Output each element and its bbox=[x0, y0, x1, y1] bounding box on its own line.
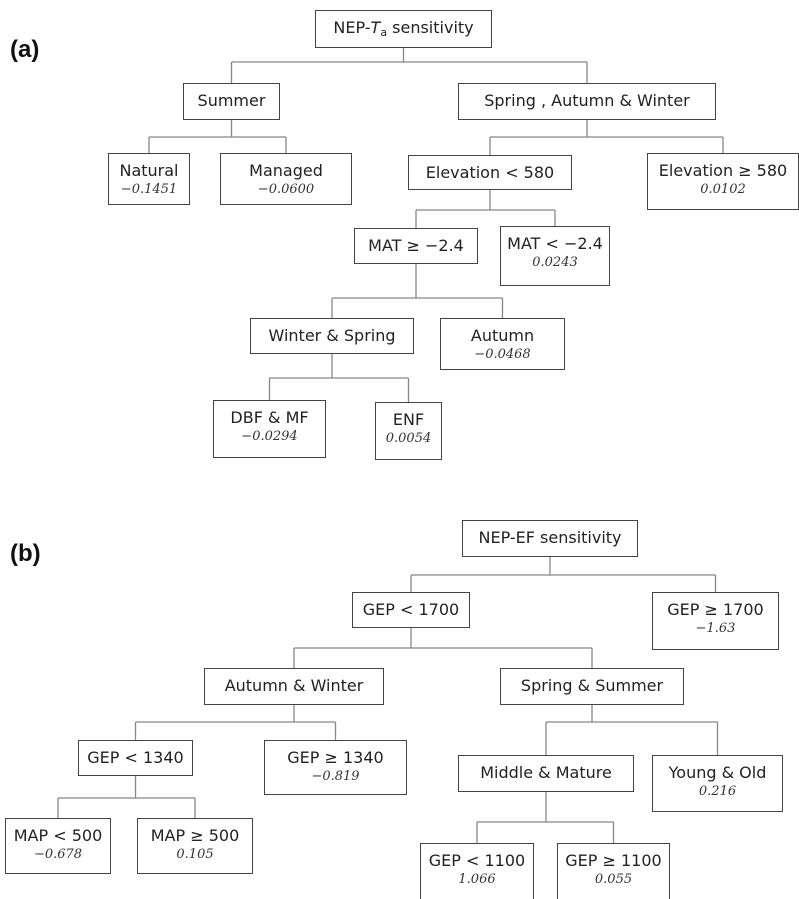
node-label: GEP < 1100 bbox=[428, 851, 526, 870]
node-label: Natural bbox=[119, 161, 179, 180]
tree-node: Autumn & Winter bbox=[204, 668, 384, 705]
label-part: a bbox=[380, 26, 388, 39]
tree-node: Spring , Autumn & Winter bbox=[458, 83, 716, 120]
tree-node: GEP < 1100 1.066 bbox=[420, 843, 534, 899]
node-label: GEP < 1340 bbox=[87, 748, 184, 767]
node-label: DBF & MF bbox=[230, 408, 309, 427]
node-value: 0.216 bbox=[698, 784, 737, 799]
node-label: GEP ≥ 1340 bbox=[287, 748, 384, 767]
tree-node: MAP < 500 −0.678 bbox=[5, 818, 111, 874]
node-label: Autumn bbox=[470, 326, 535, 345]
node-label: MAT < −2.4 bbox=[507, 234, 603, 253]
tree-node: ENF 0.0054 bbox=[375, 402, 442, 460]
node-label: GEP ≥ 1100 bbox=[565, 851, 662, 870]
node-value: −0.0468 bbox=[474, 347, 531, 362]
node-value: 0.0054 bbox=[385, 431, 432, 446]
tree-node: Middle & Mature bbox=[458, 755, 634, 792]
tree-node: GEP < 1340 bbox=[78, 740, 193, 776]
label-part: sensitivity bbox=[387, 18, 474, 37]
tree-node: MAT < −2.4 0.0243 bbox=[500, 226, 610, 286]
node-value: −0.0294 bbox=[241, 429, 298, 444]
tree-node: Elevation ≥ 580 0.0102 bbox=[647, 153, 799, 210]
node-value: −0.678 bbox=[33, 847, 83, 862]
tree-node: Natural −0.1451 bbox=[108, 153, 190, 205]
node-label: MAP < 500 bbox=[13, 826, 103, 845]
node-label: Managed bbox=[249, 161, 323, 180]
tree-node: GEP ≥ 1340 −0.819 bbox=[264, 740, 407, 795]
tree-node: NEP-Ta sensitivity bbox=[315, 10, 492, 48]
node-label: Summer bbox=[197, 91, 266, 110]
tree-node: Summer bbox=[183, 83, 280, 120]
node-label: NEP-Ta sensitivity bbox=[316, 11, 491, 43]
tree-node: Elevation < 580 bbox=[408, 155, 572, 190]
tree-node: Spring & Summer bbox=[500, 668, 684, 705]
node-label: Spring & Summer bbox=[520, 676, 664, 695]
node-value: −0.819 bbox=[311, 769, 360, 784]
node-label: NEP-EF sensitivity bbox=[478, 528, 622, 547]
node-label: Middle & Mature bbox=[480, 763, 612, 782]
panel-label: (a) bbox=[10, 36, 40, 63]
node-value: 1.066 bbox=[458, 872, 496, 887]
node-value: 0.0102 bbox=[700, 182, 746, 197]
node-value: 0.105 bbox=[176, 847, 214, 862]
tree-node: GEP ≥ 1700 −1.63 bbox=[652, 592, 779, 650]
tree-node: NEP-EF sensitivity bbox=[462, 520, 638, 557]
node-label: GEP < 1700 bbox=[362, 600, 460, 619]
panel-label: (b) bbox=[10, 540, 41, 567]
node-label: GEP ≥ 1700 bbox=[667, 600, 764, 619]
tree-node: GEP < 1700 bbox=[352, 592, 470, 628]
node-label: Elevation < 580 bbox=[425, 163, 555, 182]
node-value: −1.63 bbox=[695, 621, 736, 636]
label-part: NEP- bbox=[333, 18, 371, 37]
node-value: −0.1451 bbox=[120, 182, 178, 197]
node-label: ENF bbox=[392, 410, 425, 429]
node-value: 0.055 bbox=[594, 872, 633, 887]
node-label: Autumn & Winter bbox=[224, 676, 364, 695]
node-value: 0.0243 bbox=[532, 255, 578, 270]
tree-node: Young & Old 0.216 bbox=[652, 755, 783, 812]
tree-node: GEP ≥ 1100 0.055 bbox=[557, 843, 670, 899]
tree-node: Autumn −0.0468 bbox=[440, 318, 565, 370]
label-part: T bbox=[370, 18, 381, 37]
node-label: MAT ≥ −2.4 bbox=[368, 236, 464, 255]
node-label: Winter & Spring bbox=[268, 326, 396, 345]
tree-node: Winter & Spring bbox=[250, 318, 414, 354]
tree-node: MAP ≥ 500 0.105 bbox=[137, 818, 253, 874]
node-value: −0.0600 bbox=[257, 182, 315, 197]
node-label: Spring , Autumn & Winter bbox=[484, 91, 690, 110]
tree-node: MAT ≥ −2.4 bbox=[354, 228, 478, 264]
tree-node: Managed −0.0600 bbox=[220, 153, 352, 205]
node-label: MAP ≥ 500 bbox=[150, 826, 240, 845]
node-label: Elevation ≥ 580 bbox=[658, 161, 788, 180]
node-label: Young & Old bbox=[668, 763, 767, 782]
tree-node: DBF & MF −0.0294 bbox=[213, 400, 326, 458]
